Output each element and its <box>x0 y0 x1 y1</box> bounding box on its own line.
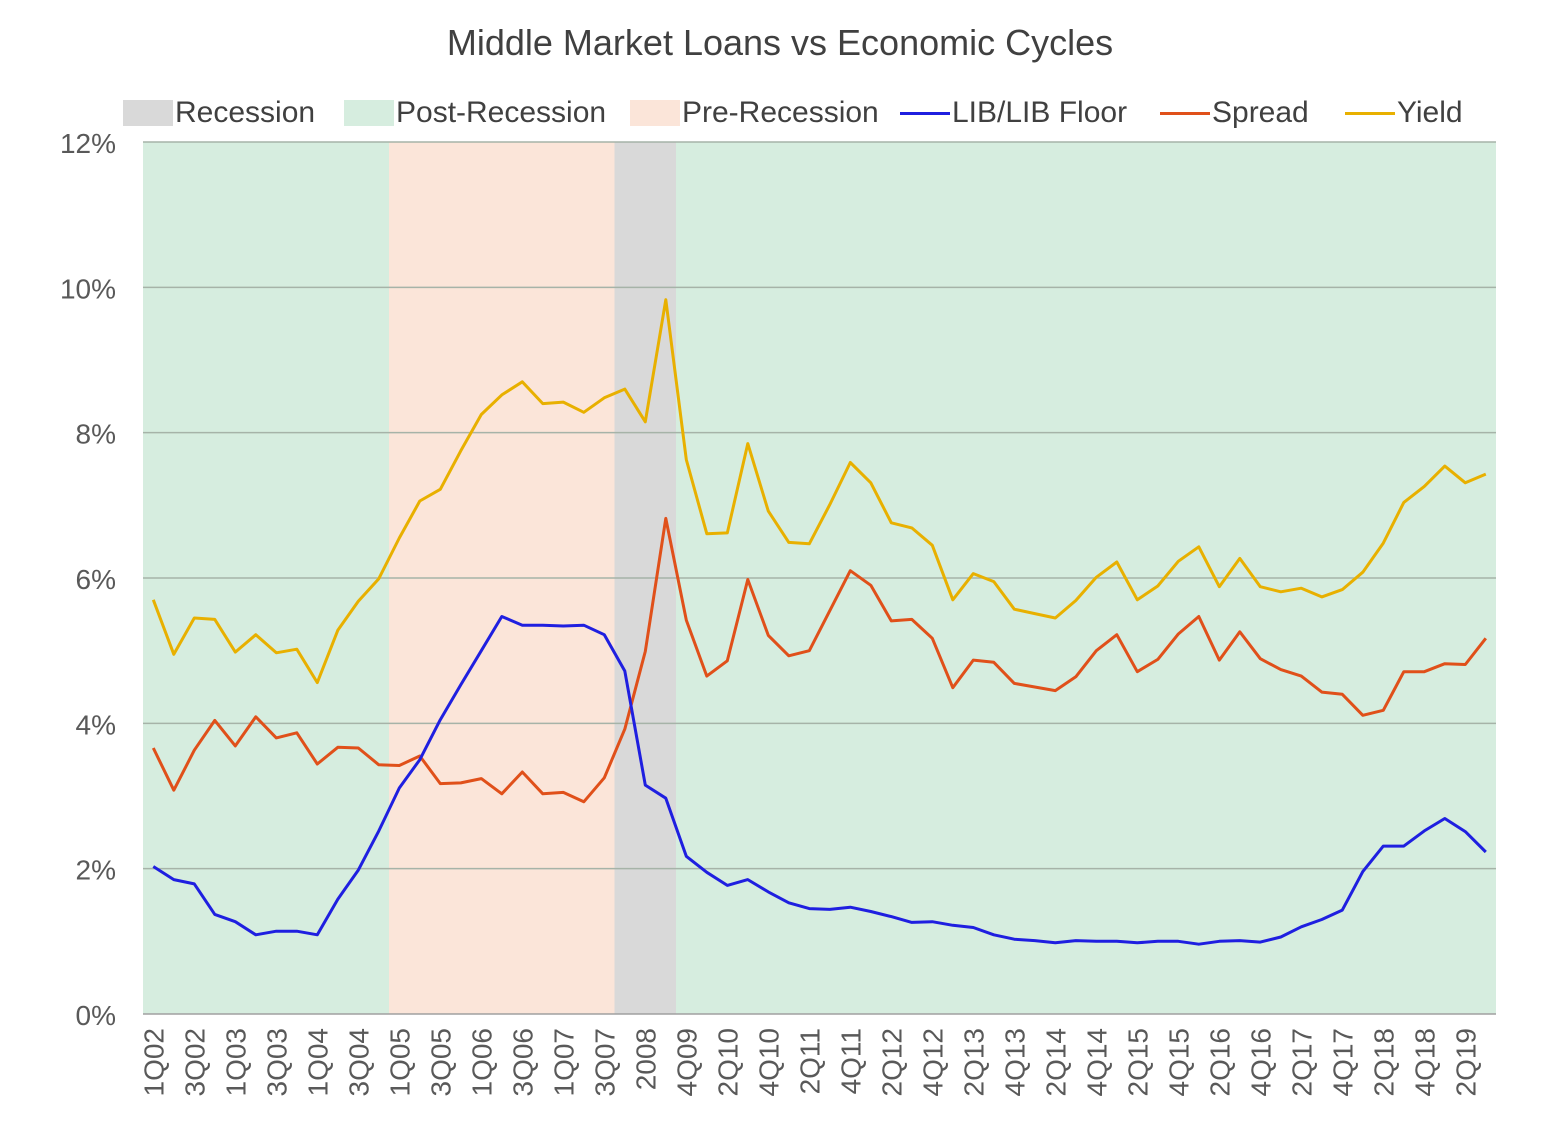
x-tick-label: 2Q15 <box>1122 1028 1153 1097</box>
x-tick-label: 4Q09 <box>671 1028 702 1097</box>
x-tick-label: 4Q15 <box>1163 1028 1194 1097</box>
x-tick-label: 4Q12 <box>917 1028 948 1097</box>
x-tick-label: 3Q03 <box>261 1028 292 1097</box>
x-tick-label: 2Q17 <box>1286 1028 1317 1097</box>
y-tick-label: 12% <box>60 128 116 159</box>
x-tick-label: 2008 <box>630 1028 661 1090</box>
x-tick-label: 1Q04 <box>302 1028 333 1097</box>
y-tick-label: 0% <box>76 1000 116 1031</box>
x-tick-label: 2Q14 <box>1040 1028 1071 1097</box>
x-tick-label: 1Q07 <box>548 1028 579 1097</box>
series-line-spread <box>151 516 1487 804</box>
y-tick-label: 10% <box>60 273 116 304</box>
legend-label-spread: Spread <box>1212 96 1309 129</box>
legend-line-spread <box>1160 111 1210 115</box>
y-tick-label: 8% <box>76 419 116 450</box>
chart-title: Middle Market Loans vs Economic Cycles <box>446 22 1114 63</box>
x-tick-label: 4Q11 <box>835 1028 866 1094</box>
x-tick-label: 2Q10 <box>712 1028 743 1097</box>
x-tick-label: 4Q17 <box>1327 1028 1358 1097</box>
x-tick-label: 2Q16 <box>1204 1028 1235 1097</box>
x-tick-label: 2Q19 <box>1450 1028 1481 1097</box>
legend-label-recession: Recession <box>175 96 316 129</box>
x-tick-label: 1Q03 <box>220 1028 251 1097</box>
legend-item-post-recession: Post-Recession <box>344 96 606 130</box>
grid-layer <box>143 141 1496 870</box>
x-tick-label: 3Q07 <box>589 1028 620 1097</box>
x-tick-label: 4Q14 <box>1081 1028 1112 1097</box>
x-tick-label: 4Q18 <box>1409 1028 1440 1097</box>
series-line-yield <box>151 298 1487 685</box>
legend-line-yield <box>1345 111 1395 115</box>
legend-label-yield: Yield <box>1397 96 1463 129</box>
x-tick-label: 2Q12 <box>876 1028 907 1097</box>
legend-item-lib-floor: LIB/LIB Floor <box>900 96 1127 130</box>
y-tick-label: 2% <box>76 855 116 886</box>
x-tick-label: 2Q13 <box>958 1028 989 1097</box>
x-tick-label: 2Q11 <box>794 1028 825 1094</box>
x-tick-label: 3Q02 <box>179 1028 210 1097</box>
x-tick-label: 4Q10 <box>753 1028 784 1097</box>
x-tick-label: 1Q05 <box>384 1028 415 1097</box>
x-tick-label: 4Q16 <box>1245 1028 1276 1097</box>
legend-item-yield: Yield <box>1345 96 1463 130</box>
legend-label-lib-floor: LIB/LIB Floor <box>952 96 1128 129</box>
x-tick-label: 3Q06 <box>507 1028 538 1097</box>
x-tick-label: 4Q13 <box>999 1028 1030 1097</box>
y-tick-label: 4% <box>76 709 116 740</box>
legend: Recession Post-Recession Pre-Recession L… <box>0 96 1560 136</box>
legend-item-recession: Recession <box>123 96 315 130</box>
legend-swatch-pre-recession <box>630 100 680 126</box>
legend-swatch-post-recession <box>344 100 394 126</box>
legend-swatch-recession <box>123 100 173 126</box>
x-tick-label: 3Q04 <box>343 1028 374 1097</box>
series-line-lib-lib-floor <box>152 615 1487 946</box>
series-layer <box>151 298 1487 946</box>
x-tick-label: 1Q02 <box>138 1028 169 1097</box>
legend-item-pre-recession: Pre-Recession <box>630 96 879 130</box>
y-tick-layer: 0% 2% 4% 6% 8% 10% 12% <box>60 128 116 1031</box>
x-tick-layer: 1Q02 3Q02 1Q03 3Q03 1Q04 3Q04 1Q05 3Q05 1Q06 3Q06… <box>138 1028 1481 1097</box>
legend-label-pre-recession: Pre-Recession <box>682 96 879 129</box>
y-tick-label: 6% <box>76 564 116 595</box>
legend-item-spread: Spread <box>1160 96 1309 130</box>
legend-line-lib-floor <box>900 111 950 115</box>
legend-label-post-recession: Post-Recession <box>396 96 607 129</box>
x-tick-label: 3Q05 <box>425 1028 456 1097</box>
x-tick-label: 2Q18 <box>1368 1028 1399 1097</box>
x-tick-label: 1Q06 <box>466 1028 497 1097</box>
